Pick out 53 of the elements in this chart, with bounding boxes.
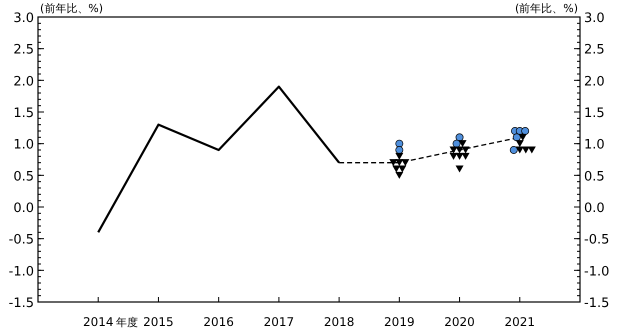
point xyxy=(458,140,467,148)
point xyxy=(512,133,521,142)
y2-tick-label: 1.5 xyxy=(584,106,605,121)
point xyxy=(528,146,536,154)
point xyxy=(521,127,530,135)
y2-tick-label: -1.0 xyxy=(584,264,610,280)
point xyxy=(522,146,530,154)
y2-tick-label: 2.0 xyxy=(584,74,605,90)
ylabel: (前年比、%) xyxy=(40,2,104,15)
y2-tick-label: 1.0 xyxy=(584,138,605,153)
y2-tick-label: 0.5 xyxy=(584,169,605,184)
y2-tick-label: 3.0 xyxy=(584,11,605,26)
y-tick-label: 2.0 xyxy=(13,74,34,90)
y-tick-label: 0.0 xyxy=(13,201,34,216)
point xyxy=(456,152,464,160)
point xyxy=(516,146,524,154)
x-tick-label: 2014 xyxy=(82,315,114,329)
point xyxy=(395,159,404,166)
point xyxy=(510,146,518,154)
point xyxy=(462,146,470,154)
y-tick-label: -0.5 xyxy=(8,232,34,248)
y-tick-label: -1.0 xyxy=(8,264,34,280)
point xyxy=(516,140,524,148)
y2-tick-label: 0.0 xyxy=(584,201,605,216)
x-tick-label: 2020 xyxy=(444,315,475,329)
x-tick-label: 2016 xyxy=(203,315,234,329)
point xyxy=(395,146,404,154)
y-tick-label: 2.5 xyxy=(13,42,34,58)
point xyxy=(401,159,410,166)
point xyxy=(462,152,470,160)
y2-tick-label: -0.5 xyxy=(584,232,610,248)
x-tick-label: 2015 xyxy=(143,315,174,329)
y-tick-label: 1.0 xyxy=(13,138,34,153)
point xyxy=(450,152,458,160)
x-tick-label: 2017 xyxy=(264,315,294,329)
y-tick-label: 0.5 xyxy=(13,169,34,184)
x-tick-label: 2019 xyxy=(384,315,415,329)
point xyxy=(518,134,527,141)
y2label: (前年比、%) xyxy=(514,2,578,15)
point xyxy=(398,166,406,172)
annotation: 年度 xyxy=(116,316,138,329)
point xyxy=(395,172,404,179)
point xyxy=(389,159,398,166)
point xyxy=(395,152,404,160)
y-tick-label: 3.0 xyxy=(13,11,34,26)
y2-tick-label: -1.5 xyxy=(584,296,610,311)
point xyxy=(392,166,400,172)
y-tick-label: 1.5 xyxy=(13,106,34,121)
y-tick-label: -1.5 xyxy=(8,296,34,311)
point xyxy=(456,166,464,172)
x-tick-label: 2021 xyxy=(504,315,536,329)
y2-tick-label: 2.5 xyxy=(584,42,605,58)
x-tick-label: 2018 xyxy=(324,315,354,329)
